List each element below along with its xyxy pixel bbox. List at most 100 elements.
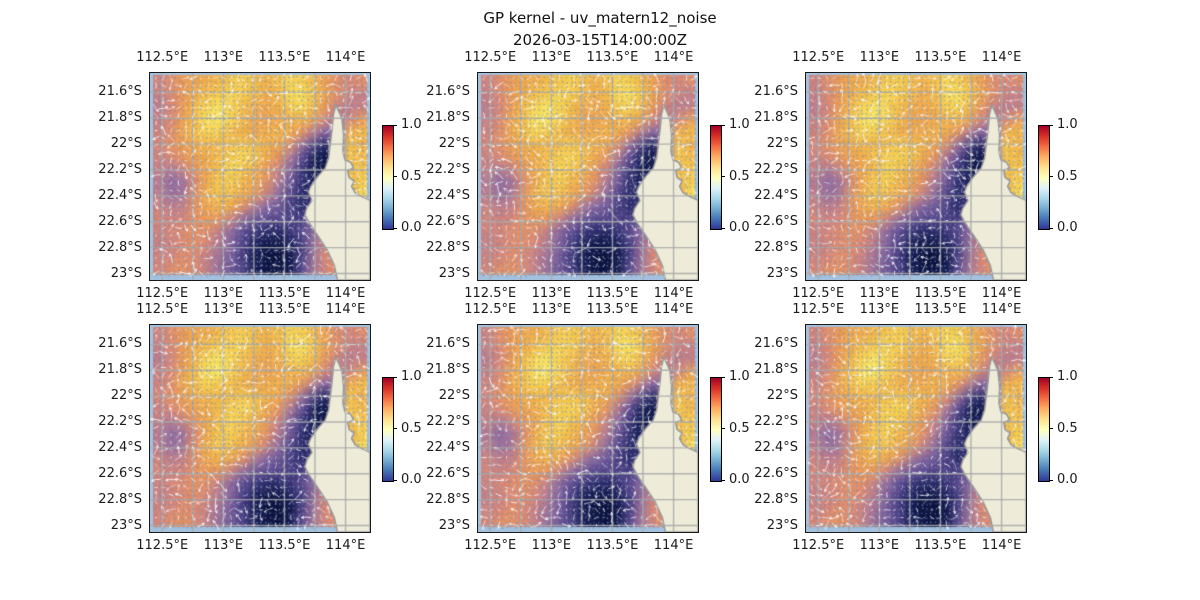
y-tick-label: 22.4°S xyxy=(98,439,142,455)
y-tick-label: 22.2°S xyxy=(98,414,142,430)
y-tick-label: 21.6°S xyxy=(98,84,142,100)
colorbar-tick-label: 0.5 xyxy=(1057,420,1078,436)
x-tick-label-top: 112.5°E xyxy=(136,50,189,65)
y-tick-label: 23°S xyxy=(438,265,470,281)
x-tick-label-top: 113.5°E xyxy=(258,302,311,317)
colorbar-tick-label: 1.0 xyxy=(729,117,750,132)
colorbar-tick-label: 1.0 xyxy=(401,117,422,132)
x-tick-label-bottom: 114°E xyxy=(325,286,366,301)
y-tick-label: 22.8°S xyxy=(98,239,142,255)
y-tick-label: 22.2°S xyxy=(754,162,798,178)
x-tick-label-top: 112.5°E xyxy=(792,50,845,65)
x-tick-label-top: 113°E xyxy=(203,50,244,65)
x-tick-label-bottom: 113°E xyxy=(531,286,572,301)
x-tick-label-bottom: 112.5°E xyxy=(136,286,189,301)
colorbar-tick xyxy=(721,376,725,378)
x-tick-label-bottom: 114°E xyxy=(653,538,694,553)
x-tick-label-top: 114°E xyxy=(653,50,694,65)
y-tick-label: 22°S xyxy=(110,388,142,404)
colorbar-tick xyxy=(393,376,397,378)
colorbar xyxy=(382,125,394,230)
x-tick-label-top: 114°E xyxy=(325,50,366,65)
y-tick-label: 22°S xyxy=(766,136,798,152)
colorbar-tick xyxy=(1049,124,1053,126)
figure-title: GP kernel - uv_matern12_noise xyxy=(483,9,717,27)
y-tick-label: 22.8°S xyxy=(754,239,798,255)
y-tick-label: 22°S xyxy=(766,388,798,404)
colorbar-tick-label: 0.5 xyxy=(1057,168,1078,184)
y-tick-label: 21.6°S xyxy=(754,336,798,352)
colorbar-tick-label: 1.0 xyxy=(401,369,422,384)
x-tick-label-top: 114°E xyxy=(653,302,694,317)
colorbar xyxy=(1038,125,1050,230)
colorbar-tick xyxy=(721,227,725,229)
colorbar-tick-label: 0.0 xyxy=(729,220,750,235)
y-tick-label: 22.6°S xyxy=(98,465,142,481)
colorbar-tick xyxy=(1049,479,1053,481)
x-tick-label-top: 113°E xyxy=(531,302,572,317)
figure-subtitle: 2026-03-15T14:00:00Z xyxy=(513,31,687,49)
map-canvas xyxy=(149,72,371,281)
y-tick-label: 22.6°S xyxy=(754,213,798,229)
colorbar-tick xyxy=(721,428,725,430)
map-canvas xyxy=(477,72,699,281)
colorbar-tick-label: 0.5 xyxy=(401,168,422,184)
x-tick-label-top: 113.5°E xyxy=(914,302,967,317)
colorbar xyxy=(710,377,722,482)
x-tick-label-bottom: 114°E xyxy=(981,538,1022,553)
colorbar-tick-label: 0.0 xyxy=(1057,220,1078,235)
colorbar-tick xyxy=(1049,376,1053,378)
x-tick-label-bottom: 113°E xyxy=(531,538,572,553)
map-canvas xyxy=(149,324,371,533)
x-tick-label-bottom: 112.5°E xyxy=(792,286,845,301)
y-tick-label: 22.2°S xyxy=(754,414,798,430)
y-tick-label: 21.6°S xyxy=(98,336,142,352)
colorbar-tick xyxy=(721,176,725,178)
colorbar-tick-label: 0.0 xyxy=(1057,472,1078,487)
map-canvas xyxy=(805,324,1027,533)
y-tick-label: 23°S xyxy=(110,265,142,281)
y-tick-label: 21.6°S xyxy=(426,84,470,100)
colorbar xyxy=(1038,377,1050,482)
y-tick-label: 22°S xyxy=(438,388,470,404)
x-tick-label-bottom: 112.5°E xyxy=(136,538,189,553)
y-tick-label: 21.6°S xyxy=(426,336,470,352)
map-canvas xyxy=(477,324,699,533)
y-tick-label: 22.8°S xyxy=(754,491,798,507)
x-tick-label-bottom: 113°E xyxy=(203,286,244,301)
y-tick-label: 22°S xyxy=(110,136,142,152)
x-tick-label-top: 112.5°E xyxy=(136,302,189,317)
colorbar-tick xyxy=(393,479,397,481)
y-tick-label: 21.8°S xyxy=(98,362,142,378)
y-tick-label: 22°S xyxy=(438,136,470,152)
x-tick-label-bottom: 113°E xyxy=(203,538,244,553)
x-tick-label-bottom: 114°E xyxy=(653,286,694,301)
y-tick-label: 21.8°S xyxy=(98,110,142,126)
y-tick-label: 23°S xyxy=(438,517,470,533)
x-tick-label-bottom: 112.5°E xyxy=(792,538,845,553)
x-tick-label-top: 113°E xyxy=(531,50,572,65)
colorbar-tick-label: 0.0 xyxy=(401,220,422,235)
x-tick-label-top: 113.5°E xyxy=(586,50,639,65)
y-tick-label: 22.8°S xyxy=(98,491,142,507)
colorbar-tick-label: 1.0 xyxy=(1057,369,1078,384)
y-tick-label: 22.4°S xyxy=(426,439,470,455)
colorbar-tick xyxy=(393,124,397,126)
x-tick-label-top: 113.5°E xyxy=(258,50,311,65)
y-tick-label: 21.6°S xyxy=(754,84,798,100)
x-tick-label-bottom: 113.5°E xyxy=(586,538,639,553)
x-tick-label-top: 113.5°E xyxy=(914,50,967,65)
y-tick-label: 22.8°S xyxy=(426,239,470,255)
colorbar-tick-label: 0.0 xyxy=(401,472,422,487)
colorbar-tick xyxy=(1049,227,1053,229)
y-tick-label: 22.4°S xyxy=(754,187,798,203)
map-canvas xyxy=(805,72,1027,281)
y-tick-label: 21.8°S xyxy=(426,110,470,126)
colorbar-tick-label: 1.0 xyxy=(1057,117,1078,132)
y-tick-label: 23°S xyxy=(110,517,142,533)
y-tick-label: 22.6°S xyxy=(426,465,470,481)
x-tick-label-top: 112.5°E xyxy=(792,302,845,317)
y-tick-label: 22.8°S xyxy=(426,491,470,507)
y-tick-label: 23°S xyxy=(766,517,798,533)
